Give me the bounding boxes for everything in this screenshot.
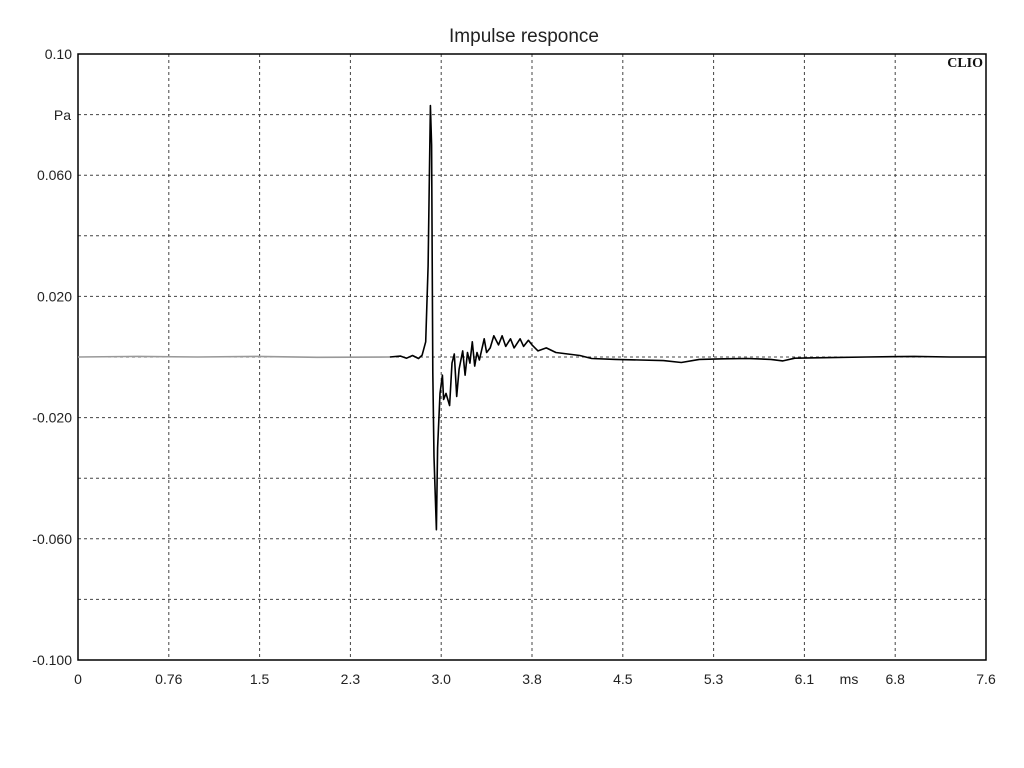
x-tick-label: 6.8 [885, 671, 905, 687]
pre-response-trace [77, 355, 390, 359]
traces [77, 104, 986, 531]
clio-brand-mark: CLIO [947, 56, 983, 71]
x-tick-label: 3.0 [431, 671, 451, 687]
y-axis-unit-label: Pa [54, 107, 71, 123]
x-tick-label: 3.8 [522, 671, 542, 687]
x-tick-label: 2.3 [341, 671, 361, 687]
x-axis-unit-label: ms [840, 671, 859, 687]
impulse-response-trace [389, 104, 986, 531]
x-tick-label: 0 [74, 671, 82, 687]
x-tick-label: 0.76 [155, 671, 182, 687]
y-tick-label: -0.060 [32, 531, 72, 547]
y-tick-label: 0.060 [37, 167, 72, 183]
chart-title: Impulse responce [449, 26, 599, 47]
x-tick-label: 5.3 [704, 671, 724, 687]
y-tick-label: 0.020 [37, 288, 72, 304]
x-tick-label: 4.5 [613, 671, 633, 687]
y-tick-label: 0.10 [45, 46, 72, 62]
y-axis-ticks: 0.10 0.060 0.020 -0.020 -0.060 -0.100 [32, 46, 72, 668]
x-tick-label: 6.1 [795, 671, 815, 687]
y-tick-label: -0.020 [32, 410, 72, 426]
x-tick-label: 7.6 [976, 671, 996, 687]
x-axis-ticks: 0 0.76 1.5 2.3 3.0 3.8 4.5 5.3 6.1 6.8 7.6 [74, 671, 996, 687]
y-tick-label: -0.100 [32, 652, 72, 668]
x-tick-label: 1.5 [250, 671, 270, 687]
